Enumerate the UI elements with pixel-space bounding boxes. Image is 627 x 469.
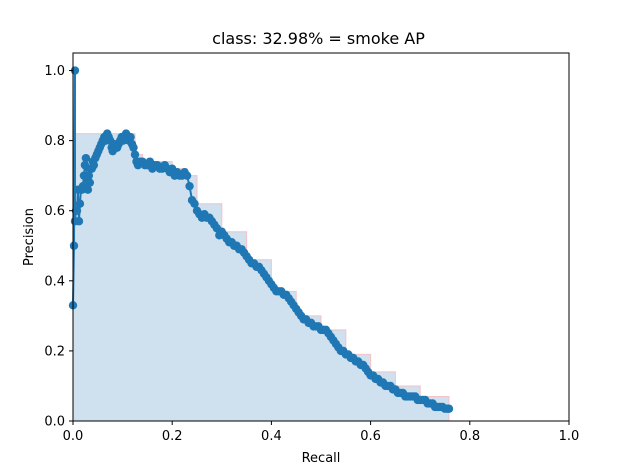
precision-envelope bbox=[72, 70, 450, 422]
data-point bbox=[190, 199, 199, 208]
data-point bbox=[129, 143, 138, 152]
y-tick-label: 0.8 bbox=[44, 134, 65, 149]
data-point bbox=[126, 132, 135, 142]
data-point bbox=[83, 185, 93, 194]
envelope-fill bbox=[73, 70, 449, 422]
data-point bbox=[74, 217, 84, 226]
data-point bbox=[72, 206, 82, 215]
data-points bbox=[68, 66, 454, 413]
x-tick-label: 0.4 bbox=[261, 429, 282, 444]
chart-title: class: 32.98% = smoke AP bbox=[212, 29, 425, 48]
y-axis-ticks: 0.0 0.2 0.4 0.6 0.8 1.0 bbox=[44, 64, 73, 430]
x-tick-label: 1.0 bbox=[559, 429, 580, 444]
x-tick-label: 0.0 bbox=[63, 429, 84, 444]
y-tick-label: 1.0 bbox=[44, 64, 65, 79]
data-point bbox=[81, 153, 91, 163]
x-tick-label: 0.8 bbox=[459, 429, 480, 444]
plot-area bbox=[68, 52, 570, 422]
y-tick-label: 0.4 bbox=[44, 274, 65, 289]
x-axis-ticks: 0.0 0.2 0.4 0.6 0.8 1.0 bbox=[63, 421, 580, 444]
data-point bbox=[69, 241, 79, 250]
data-point bbox=[444, 404, 454, 413]
x-tick-label: 0.6 bbox=[360, 429, 381, 444]
data-point bbox=[75, 199, 85, 208]
y-tick-label: 0.2 bbox=[44, 344, 65, 359]
x-axis-label: Recall bbox=[302, 451, 341, 466]
plot-frame bbox=[72, 52, 570, 422]
data-point bbox=[84, 171, 94, 180]
data-point bbox=[89, 160, 99, 170]
data-point bbox=[182, 171, 192, 180]
x-tick-label: 0.2 bbox=[162, 429, 183, 444]
data-point bbox=[185, 181, 194, 191]
y-tick-label: 0.6 bbox=[44, 204, 65, 219]
y-axis-label: Precision bbox=[22, 208, 37, 266]
data-point bbox=[85, 178, 95, 187]
y-tick-label: 0.0 bbox=[44, 415, 65, 430]
data-point bbox=[130, 150, 140, 159]
